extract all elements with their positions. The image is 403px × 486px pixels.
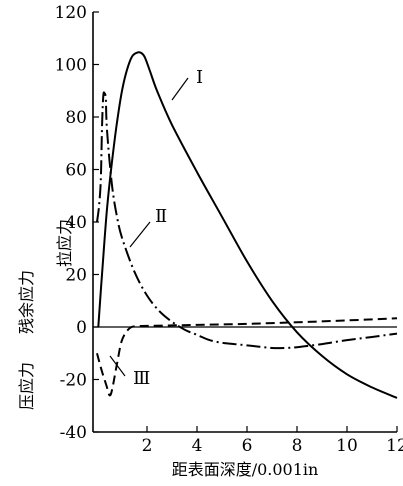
x-tick-label: 10 (336, 436, 358, 456)
ticks-layer: -40 -20 0 20 40 60 80 100 120 2 4 6 8 10 12 (55, 3, 403, 456)
x-axis-label: 距表面深度/0.001in (172, 460, 319, 479)
series-label-leader-1 (171, 77, 189, 101)
series-line-1 (97, 51, 398, 399)
x-tick-label: 6 (242, 436, 253, 456)
y-tick-label: -40 (60, 423, 87, 443)
series-labels-layer: Ⅰ Ⅱ Ⅲ (109, 67, 203, 389)
series-label-3: Ⅲ (133, 368, 150, 389)
y-tick-label: 100 (55, 56, 87, 76)
y-axis-label-compressive: 压应力 (17, 362, 36, 410)
series-label-leader-3 (109, 355, 126, 377)
y-tick-label: 60 (65, 161, 87, 181)
series-layer (96, 51, 398, 399)
y-tick-label: 20 (65, 266, 87, 286)
x-tick-label: 8 (292, 436, 303, 456)
series-line-2 (96, 91, 398, 350)
series-line-3 (96, 317, 398, 397)
y-tick-label: -20 (60, 371, 87, 391)
series-label-1: Ⅰ (196, 67, 203, 88)
y-tick-label: 0 (76, 318, 87, 338)
x-tick-label: 4 (192, 436, 203, 456)
y-axis-label-tensile: 拉应力 (55, 219, 74, 267)
x-tick-label: 2 (142, 436, 153, 456)
series-label-leader-2 (129, 221, 151, 248)
y-axis-label: 残余应力 (17, 270, 36, 334)
x-tick-label: 12 (386, 436, 403, 456)
y-tick-label: 40 (65, 213, 87, 233)
y-tick-label: 80 (65, 108, 87, 128)
series-label-2: Ⅱ (155, 206, 167, 227)
y-tick-label: 120 (55, 3, 87, 23)
